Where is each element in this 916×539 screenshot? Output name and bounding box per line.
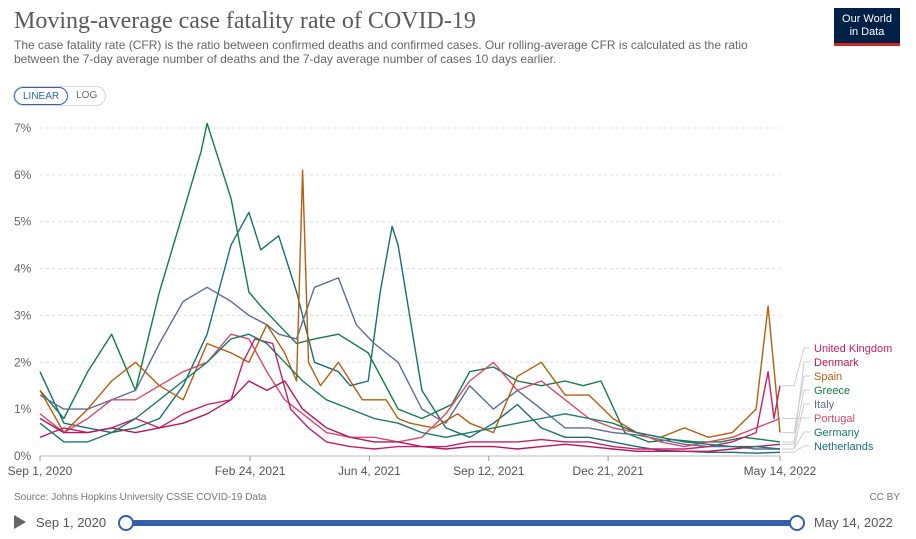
x-tick-label: Dec 21, 2021 xyxy=(572,464,644,478)
legend-label[interactable]: Spain xyxy=(814,371,842,383)
series-line-united-kingdom xyxy=(39,338,781,450)
y-tick-label: 1% xyxy=(14,402,32,416)
timeline-start-handle[interactable] xyxy=(118,515,134,531)
y-tick-label: 5% xyxy=(14,215,32,229)
timeline-start-label: Sep 1, 2020 xyxy=(36,515,107,530)
x-tick-label: Feb 24, 2021 xyxy=(215,464,286,478)
series-line-germany xyxy=(39,333,781,450)
y-tick-label: 4% xyxy=(14,262,32,276)
source-note[interactable]: Source: Johns Hopkins University CSSE CO… xyxy=(14,492,267,503)
logo-line-1: Our World xyxy=(842,13,892,25)
line-chart: 0% 1% 2% 3% 4% 5% 6% 7% Sep 1, 2020 Feb 24, 2021 J… xyxy=(8,121,893,478)
y-tick-label: 6% xyxy=(14,168,32,182)
license-link[interactable]: CC BY xyxy=(869,492,900,503)
legend-label[interactable]: Denmark xyxy=(814,357,859,369)
legend-label[interactable]: Greece xyxy=(814,385,850,397)
x-tick-label: Jun 4, 2021 xyxy=(338,464,401,478)
owid-logo[interactable]: Our World in Data xyxy=(834,8,900,46)
legend-label[interactable]: Italy xyxy=(814,399,835,411)
series-line-greece xyxy=(39,122,781,443)
timeline-end-label: May 14, 2022 xyxy=(814,515,893,530)
legend-connector xyxy=(782,389,810,443)
scale-toggle: LINEAR LOG xyxy=(13,86,107,106)
timeline-track[interactable] xyxy=(126,520,798,526)
series-line-netherlands xyxy=(39,211,781,454)
legend-label[interactable]: Portugal xyxy=(814,413,855,425)
x-tick-label: Sep 1, 2020 xyxy=(8,464,73,478)
legend-label[interactable]: Netherlands xyxy=(814,441,874,453)
chart-title: Moving-average case fatality rate of COV… xyxy=(14,8,476,34)
x-tick-label: Sep 12, 2021 xyxy=(453,464,525,478)
x-tick-label: May 14, 2022 xyxy=(744,464,817,478)
logo-line-2: in Data xyxy=(849,26,885,38)
legend-label[interactable]: United Kingdom xyxy=(814,343,892,355)
log-scale-button[interactable]: LOG xyxy=(76,90,98,101)
legend-connector xyxy=(782,445,810,453)
timeline: Sep 1, 2020 May 14, 2022 xyxy=(0,510,916,536)
y-tick-label: 3% xyxy=(14,308,32,322)
play-icon[interactable] xyxy=(14,515,26,529)
legend-connector xyxy=(782,417,810,420)
timeline-end-handle[interactable] xyxy=(789,515,805,531)
y-tick-label: 2% xyxy=(14,355,32,369)
y-tick-label: 7% xyxy=(14,121,32,135)
legend-label[interactable]: Germany xyxy=(814,427,860,439)
y-tick-label: 0% xyxy=(14,449,32,463)
series-line-spain xyxy=(39,169,781,438)
linear-scale-button[interactable]: LINEAR xyxy=(14,87,69,105)
legend-connector xyxy=(782,347,810,387)
legend-connector xyxy=(782,375,810,434)
chart-subtitle: The case fatality rate (CFR) is the rati… xyxy=(14,38,748,66)
series-line-denmark xyxy=(39,380,781,452)
legend-connector xyxy=(782,431,810,450)
